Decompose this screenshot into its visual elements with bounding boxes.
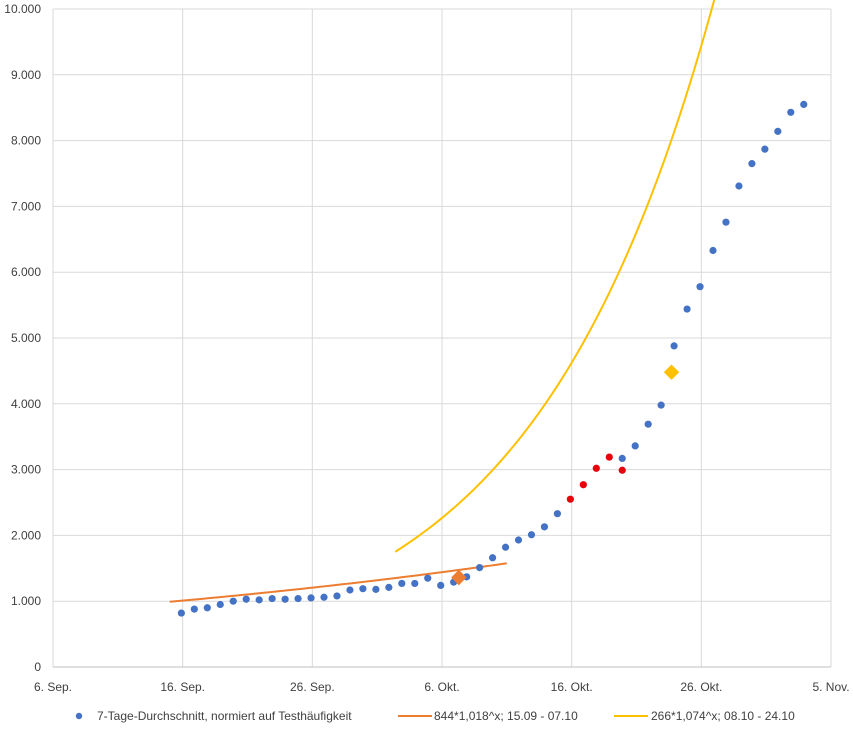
data-point bbox=[501, 543, 510, 551]
data-point bbox=[242, 595, 250, 603]
data-point bbox=[190, 605, 198, 613]
data-point bbox=[476, 564, 484, 572]
data-point bbox=[540, 523, 549, 531]
x-tick-label: 6. Sep. bbox=[34, 680, 72, 694]
data-point bbox=[359, 585, 367, 593]
data-point bbox=[514, 536, 523, 544]
data-point bbox=[320, 593, 328, 601]
fit-curve-3 bbox=[394, 0, 716, 553]
data-point bbox=[735, 182, 743, 190]
y-tick-label: 1.000 bbox=[11, 594, 41, 608]
highlight-point bbox=[605, 453, 613, 461]
x-tick-label: 16. Okt. bbox=[551, 680, 593, 694]
legend-label-fit-orange: 844*1,018^x; 15.09 - 07.10 bbox=[434, 709, 578, 723]
fit-markers bbox=[451, 364, 680, 586]
data-point bbox=[437, 581, 445, 590]
data-points bbox=[177, 100, 808, 617]
highlight-point bbox=[618, 466, 626, 474]
data-point bbox=[411, 579, 419, 588]
data-point bbox=[527, 531, 536, 539]
y-tick-label: 3.000 bbox=[11, 463, 41, 477]
data-point bbox=[346, 586, 354, 594]
fit-marker-3 bbox=[663, 364, 680, 380]
data-point bbox=[177, 609, 185, 617]
y-tick-label: 2.000 bbox=[11, 528, 41, 542]
y-tick-label: 7.000 bbox=[11, 199, 41, 213]
data-point bbox=[696, 283, 704, 291]
data-point bbox=[644, 420, 652, 428]
legend-marker-points bbox=[75, 712, 83, 720]
data-point bbox=[255, 596, 263, 604]
fit-curve-2 bbox=[169, 562, 507, 603]
data-point bbox=[307, 594, 315, 602]
y-tick-label: 9.000 bbox=[11, 68, 41, 82]
data-point bbox=[229, 597, 237, 605]
data-point bbox=[631, 442, 639, 450]
data-point bbox=[281, 595, 289, 603]
x-tick-label: 26. Sep. bbox=[290, 680, 335, 694]
x-tick-labels: 6. Sep. 16. Sep. 26. Sep. 6. Okt. 16. Okt. 26… bbox=[34, 680, 850, 694]
data-point bbox=[800, 100, 808, 109]
legend: 7-Tage-Durchschnitt, normiert auf Testhä… bbox=[75, 709, 795, 723]
data-point bbox=[424, 574, 432, 582]
data-point bbox=[722, 218, 730, 226]
highlight-point bbox=[566, 495, 574, 503]
y-tick-label: 6.000 bbox=[11, 265, 41, 279]
data-point bbox=[372, 585, 380, 593]
x-grid-lines bbox=[52, 9, 832, 667]
x-tick-label: 16. Sep. bbox=[160, 680, 205, 694]
data-point bbox=[488, 554, 497, 562]
data-point bbox=[203, 604, 211, 612]
data-point bbox=[385, 583, 393, 591]
highlight-point bbox=[579, 481, 587, 489]
data-point bbox=[709, 246, 717, 255]
data-point bbox=[294, 594, 302, 603]
data-point bbox=[748, 160, 756, 168]
x-tick-label: 26. Okt. bbox=[680, 680, 722, 694]
y-tick-label: 5.000 bbox=[11, 331, 41, 345]
data-point bbox=[398, 579, 406, 588]
fit-marker-2 bbox=[451, 569, 467, 586]
y-tick-labels: 0 1.000 2.000 3.000 4.000 5.000 6.000 7.000 8.00… bbox=[4, 2, 41, 674]
y-tick-label: 8.000 bbox=[11, 134, 41, 148]
y-tick-label: 4.000 bbox=[11, 397, 41, 411]
fit-curves bbox=[169, 0, 716, 603]
highlight-point bbox=[592, 464, 600, 472]
data-point bbox=[761, 145, 769, 153]
y-tick-label: 10.000 bbox=[4, 2, 41, 16]
x-tick-label: 5. Nov. bbox=[812, 680, 849, 694]
y-tick-label: 0 bbox=[34, 660, 41, 674]
legend-label-fit-yellow: 266*1,074^x; 08.10 - 24.10 bbox=[651, 709, 795, 723]
data-point bbox=[618, 454, 626, 463]
x-tick-label: 6. Okt. bbox=[424, 680, 459, 694]
data-point bbox=[774, 127, 782, 135]
data-point bbox=[670, 342, 678, 350]
data-point bbox=[787, 108, 795, 116]
legend-label-points: 7-Tage-Durchschnitt, normiert auf Testhä… bbox=[97, 709, 352, 723]
data-point bbox=[333, 592, 341, 600]
data-point bbox=[553, 510, 562, 518]
data-point bbox=[683, 305, 691, 313]
data-point bbox=[268, 594, 276, 603]
data-point bbox=[657, 401, 665, 409]
data-point bbox=[216, 600, 224, 609]
